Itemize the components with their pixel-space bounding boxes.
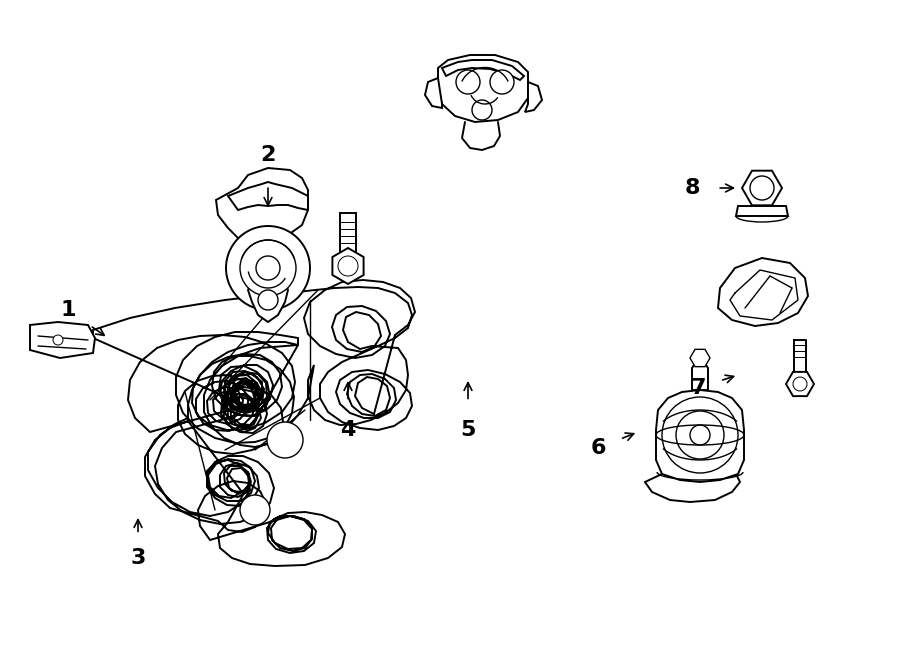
Polygon shape	[438, 55, 528, 122]
Circle shape	[240, 495, 270, 525]
Polygon shape	[340, 213, 356, 256]
Polygon shape	[786, 372, 814, 396]
Circle shape	[490, 70, 514, 94]
Circle shape	[338, 256, 358, 276]
Polygon shape	[656, 390, 744, 482]
Polygon shape	[228, 182, 308, 210]
Polygon shape	[216, 168, 308, 295]
Circle shape	[267, 422, 303, 458]
Text: 3: 3	[130, 548, 146, 568]
Text: 7: 7	[690, 378, 706, 398]
Text: 2: 2	[260, 145, 275, 165]
Polygon shape	[442, 60, 524, 80]
Polygon shape	[645, 466, 740, 502]
Circle shape	[226, 226, 310, 310]
Circle shape	[662, 397, 738, 473]
Text: 6: 6	[590, 438, 606, 458]
Polygon shape	[718, 258, 808, 326]
Polygon shape	[525, 82, 542, 112]
Circle shape	[456, 70, 480, 94]
Polygon shape	[742, 171, 782, 206]
Polygon shape	[93, 280, 415, 566]
Text: 5: 5	[460, 420, 476, 440]
Polygon shape	[736, 206, 788, 216]
Polygon shape	[248, 278, 288, 322]
Polygon shape	[425, 78, 442, 108]
Circle shape	[676, 411, 724, 459]
Text: 8: 8	[684, 178, 700, 198]
Polygon shape	[30, 322, 95, 358]
Polygon shape	[332, 248, 364, 284]
Polygon shape	[690, 350, 710, 367]
Circle shape	[793, 377, 807, 391]
Circle shape	[256, 256, 280, 280]
Circle shape	[258, 290, 278, 310]
Circle shape	[750, 176, 774, 200]
Circle shape	[53, 335, 63, 345]
Text: 4: 4	[340, 420, 356, 440]
Polygon shape	[692, 362, 708, 390]
Circle shape	[472, 100, 492, 120]
Circle shape	[240, 240, 296, 296]
Text: 1: 1	[60, 300, 76, 320]
Circle shape	[690, 425, 710, 445]
